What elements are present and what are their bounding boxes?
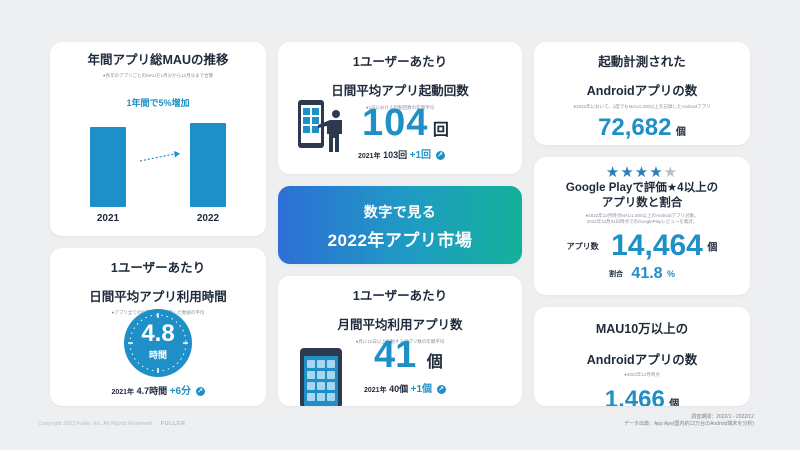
up-arrow-icon: ↗ [195, 387, 205, 397]
daily-launch-compare: 2021年 103回 +1回 ↗ [358, 146, 518, 161]
android-count-card: 起動計測された Androidアプリの数 ●2022年において、1度でもMAU1… [534, 42, 750, 145]
data-source-text: データ出典：App Ape(国内約12万台のAndroid端末を分析) [623, 421, 754, 427]
copyright-text: Copyright 2023 Fuller, Inc. All Rights R… [38, 421, 154, 427]
data-source: 調査期間：2022/1 - 2022/12 データ出典：App Ape(国内約1… [624, 414, 754, 428]
android-count-note: ●2022年において、1度でもMAU1,000以上を記録したAndroidアプリ [573, 104, 711, 109]
mau-bar-label-2021: 2021 [96, 213, 120, 224]
rating-stars-icon: ★★★★★ [534, 165, 750, 181]
survey-period: 調査期間：2022/1 - 2022/12 [691, 414, 754, 420]
daily-launch-value-row: 104 回 [362, 102, 512, 145]
android-count-value: 72,682 [598, 114, 672, 141]
rating-ratio-label: 割合 [608, 271, 623, 278]
rating-title-2: アプリ数と割合 [601, 197, 683, 209]
mau100k-note: ●2022年12月時点 [624, 372, 660, 377]
mau-card-title: 年間アプリ総MAUの推移 [87, 53, 229, 67]
monthly-apps-prev-value: 40 [389, 384, 400, 394]
monthly-apps-prev-unit: 個 [399, 384, 409, 394]
rating-note-2: 2022年12月31日時点でのGooglePlayレビューを集計。 [586, 219, 698, 224]
daily-launch-unit: 回 [432, 122, 449, 139]
daily-time-value: 4.8 [141, 320, 175, 347]
daily-launch-title-2: 日間平均アプリ起動回数 [331, 84, 469, 98]
mau100k-title-2: Androidアプリの数 [586, 353, 698, 367]
rating-card: ★★★★★ Google Playで評価★4以上の アプリ数と割合 ●2022年… [534, 157, 750, 295]
daily-launch-card: 1ユーザーあたり 日間平均アプリ起動回数 ●1日における起動回数の年間平均 10… [278, 42, 522, 174]
rating-count-row: アプリ数 14,464 個 [534, 229, 750, 263]
daily-launch-note: ●1日における起動回数の年間平均 [365, 105, 435, 110]
growth-arrow-icon [139, 151, 180, 162]
mau100k-value: 1,466 [604, 386, 665, 406]
android-count-value-row: 72,682 個 [534, 114, 750, 142]
rating-ratio-value: 41.8 [631, 265, 663, 282]
clock-icon: 4.8 時間 [123, 308, 193, 378]
daily-time-prev-unit: 時間 [149, 386, 168, 396]
android-count-title-2: Androidアプリの数 [586, 84, 698, 98]
fuller-logo: FULLER [160, 421, 186, 427]
daily-launch-prev-unit: 回 [398, 150, 408, 160]
daily-time-title-1: 1ユーザーあたり [110, 261, 206, 275]
rating-count-value: 14,464 [611, 229, 703, 262]
up-arrow-icon: ↗ [435, 151, 445, 161]
star-empty-icon: ★ [663, 164, 679, 181]
daily-time-unit: 時間 [148, 350, 167, 360]
monthly-apps-title-1: 1ユーザーあたり [352, 289, 448, 303]
rating-ratio-unit: % [667, 269, 676, 279]
daily-time-card: 1ユーザーあたり 日間平均アプリ利用時間 ●アプリ全ての利用時間を合算した数値の… [50, 248, 266, 406]
mau100k-unit: 個 [669, 399, 680, 406]
rating-title-1: Google Playで評価★4以上の [565, 182, 719, 194]
daily-launch-title-1: 1ユーザーあたり [352, 55, 448, 69]
monthly-apps-compare: 2021年 40個 +1個 ↗ [364, 380, 514, 395]
daily-time-title-2: 日間平均アプリ利用時間 [89, 290, 227, 304]
rating-note-1: ●2022年12月時点MAU1,000以上のAndroidアプリ対象。 [585, 213, 699, 218]
daily-launch-prev-value: 103 [383, 150, 399, 160]
rating-count-unit: 個 [707, 242, 718, 254]
person-with-phone-icon [298, 100, 342, 152]
up-arrow-icon: ↗ [436, 385, 446, 395]
daily-time-compare: 2021年 4.7時間 +6分 ↗ [50, 382, 266, 397]
copyright: Copyright 2023 Fuller, Inc. All Rights R… [38, 421, 186, 427]
mau-bar-2021 [90, 127, 126, 207]
monthly-apps-value: 41 [374, 334, 417, 376]
daily-launch-value: 104 [362, 102, 429, 144]
mau-growth-annotation: 1年間で5%増加 [126, 98, 190, 108]
android-count-unit: 個 [675, 127, 686, 138]
mau100k-value-row: 1,466 個 [534, 386, 750, 406]
mau-card-note: ●各年のアプリごとのMAUを1月分から12月分まで合算 [102, 73, 214, 78]
mau100k-title-1: MAU10万以上の [595, 322, 689, 336]
android-count-title-1: 起動計測された [598, 55, 686, 69]
banner-line-1: 数字で見る [363, 204, 437, 220]
star-filled-icon: ★ [620, 164, 635, 181]
monthly-apps-value-row: 41 個 [368, 334, 508, 377]
mau-bar-2022 [190, 123, 226, 207]
monthly-apps-unit: 個 [426, 354, 443, 371]
star-filled-icon: ★ [605, 164, 621, 181]
rating-count-label: アプリ数 [566, 241, 599, 251]
daily-launch-delta: +1回 [409, 150, 432, 161]
mau100k-card: MAU10万以上の Androidアプリの数 ●2022年12月時点 1,466… [534, 307, 750, 406]
star-filled-icon: ★ [649, 164, 664, 181]
daily-launch-prev-label: 2021年 [358, 153, 381, 160]
daily-time-prev-label: 2021年 [111, 389, 135, 396]
rating-ratio-row: 割合 41.8 % [534, 265, 750, 283]
banner-line-2: 2022年アプリ市場 [327, 231, 473, 250]
monthly-apps-prev-label: 2021年 [364, 387, 387, 394]
daily-time-prev-value: 4.7 [136, 386, 150, 396]
star-filled-icon: ★ [634, 164, 650, 181]
monthly-apps-title-2: 月間平均利用アプリ数 [337, 318, 463, 332]
mau-bar-label-2022: 2022 [196, 213, 220, 224]
monthly-apps-card: 1ユーザーあたり 月間平均利用アプリ数 ●月に10日以上起動するアプリ数の年間平… [278, 276, 522, 406]
daily-time-delta: +6分 [169, 386, 192, 397]
monthly-apps-note: ●月に10日以上起動するアプリ数の年間平均 [355, 339, 445, 344]
monthly-apps-delta: +1個 [410, 384, 433, 395]
phone-app-grid-icon [300, 348, 342, 406]
center-banner: 数字で見る 2022年アプリ市場 [278, 186, 522, 264]
mau-trend-card: 年間アプリ総MAUの推移 ●各年のアプリごとのMAUを1月分から12月分まで合算… [50, 42, 266, 236]
